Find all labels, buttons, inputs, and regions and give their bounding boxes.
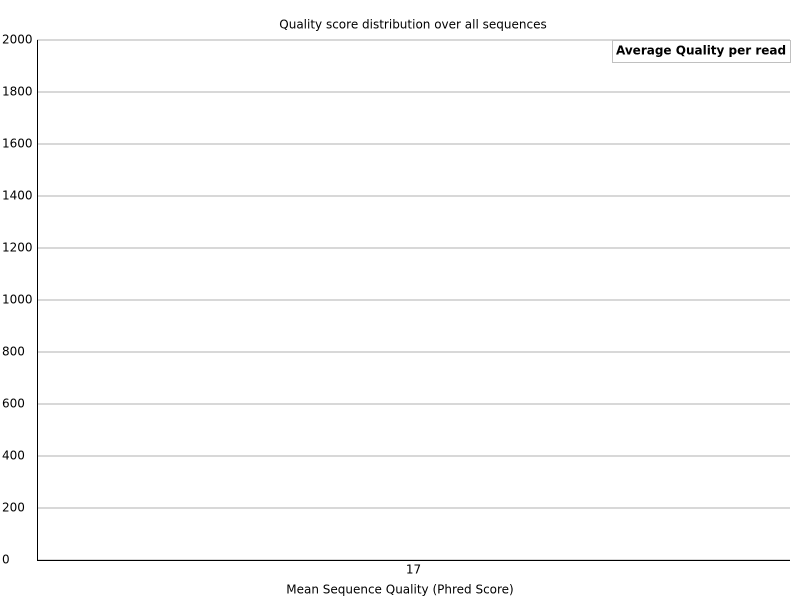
y-tick-label: 600 [2, 397, 25, 411]
y-tick-label: 1000 [2, 293, 33, 307]
y-tick-label: 1800 [2, 85, 33, 99]
y-tick-label: 400 [2, 449, 25, 463]
x-axis-label: Mean Sequence Quality (Phred Score) [286, 583, 514, 597]
legend-entry: Average Quality per read [616, 44, 786, 58]
y-tick-label: 800 [2, 345, 25, 359]
y-tick-label: 1200 [2, 241, 33, 255]
y-tick-label: 2000 [2, 33, 33, 47]
x-tick-label: 17 [406, 563, 421, 577]
y-tick-label: 200 [2, 501, 25, 515]
legend-box [612, 40, 791, 63]
y-tick-label: 0 [2, 553, 10, 567]
y-tick-label: 1600 [2, 137, 33, 151]
y-tick-label: 1400 [2, 189, 33, 203]
chart-title: Quality score distribution over all sequ… [279, 18, 546, 32]
